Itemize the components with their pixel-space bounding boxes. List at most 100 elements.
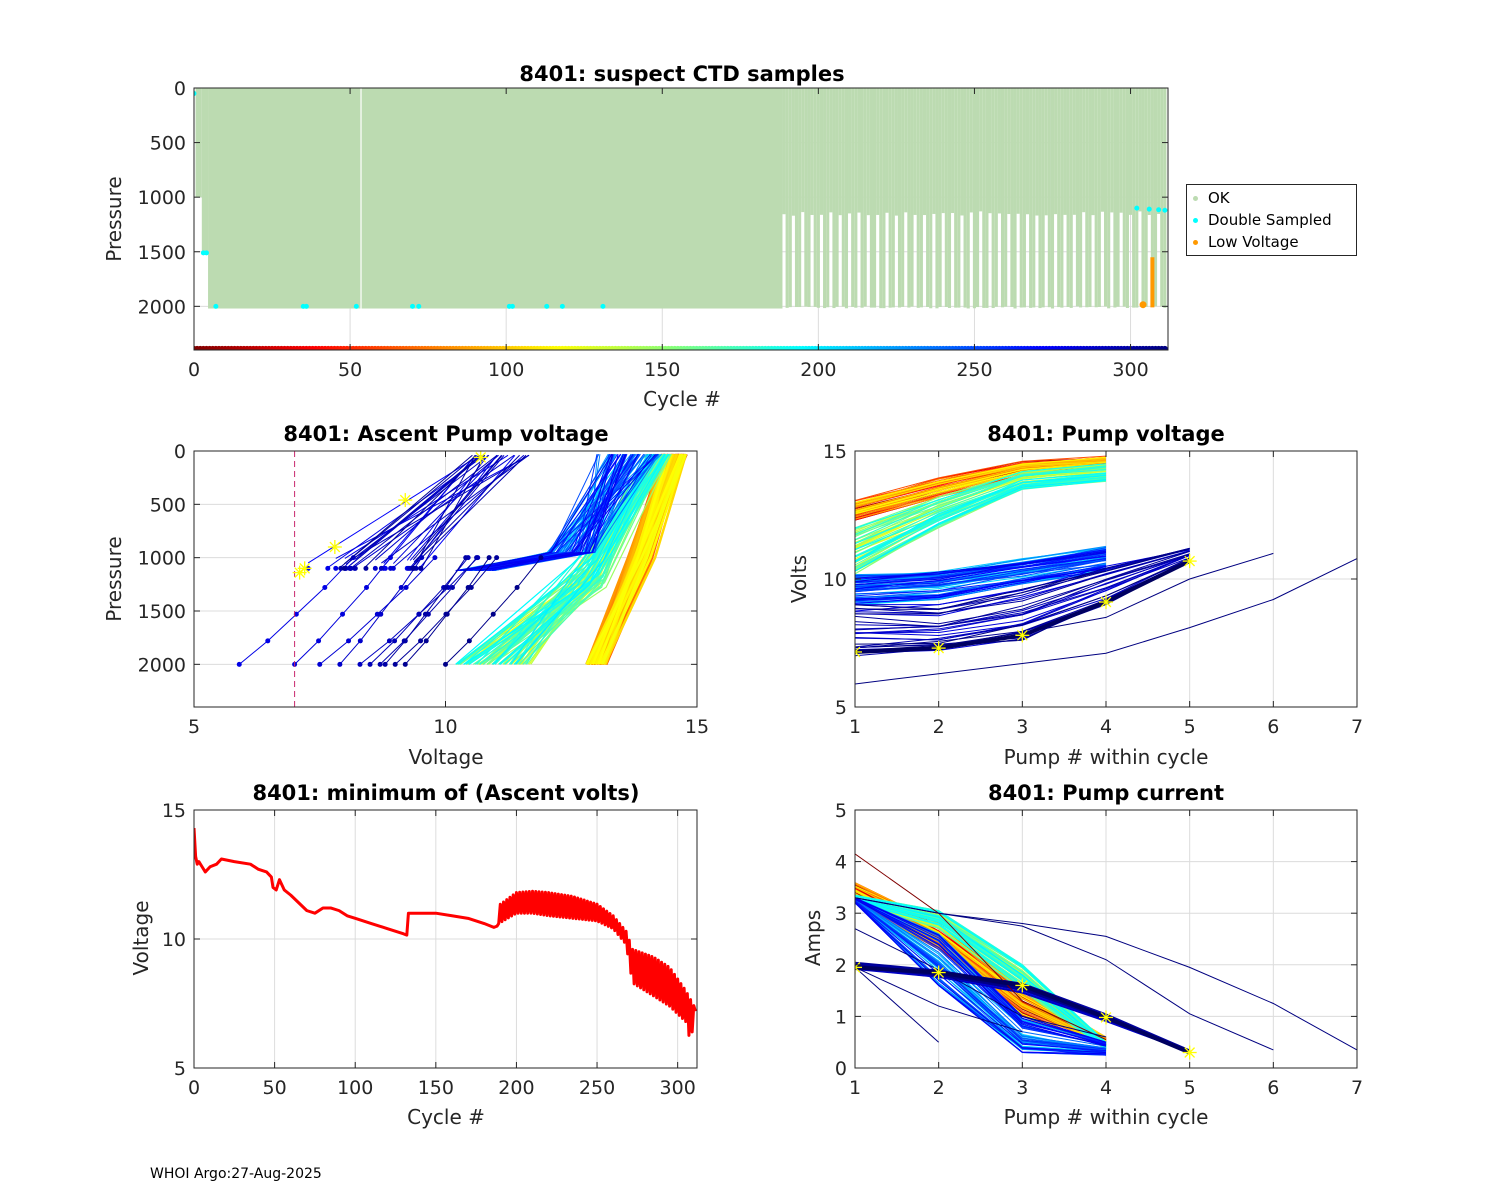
pump-lines: [855, 455, 1357, 685]
ok-profile: [888, 88, 892, 308]
axes-frame: 5 10 15 0 500 1000 1500 2000: [138, 441, 709, 738]
ok-profile: [816, 88, 820, 308]
ok-profile: [841, 88, 845, 307]
pump-voltage-profiles: [236, 453, 688, 667]
sample-point: [337, 661, 343, 667]
ok-profile: [1122, 88, 1126, 307]
y-tick-label: 5: [174, 1058, 186, 1080]
pump-cycle-line: [855, 928, 1107, 1038]
y-tick-label: 15: [823, 441, 847, 463]
ok-profile: [997, 88, 1001, 214]
y-tick-label: 15: [162, 800, 186, 822]
ok-profile: [988, 88, 992, 214]
x-tick-label: 300: [1112, 359, 1148, 381]
legend-label: Low Voltage: [1208, 233, 1299, 251]
ok-profile: [851, 88, 855, 307]
last-cycle-marker: [1015, 978, 1030, 993]
y-tick-label: 5: [835, 697, 847, 719]
y-tick-label: 0: [174, 441, 186, 463]
ok-profile: [782, 88, 786, 215]
y-axis-label: Volts: [787, 555, 811, 603]
y-tick-label: 0: [835, 1058, 847, 1080]
x-tick-label: 0: [188, 1077, 200, 1099]
sample-point: [466, 638, 472, 644]
profile-line: [350, 454, 498, 569]
ok-profile: [863, 88, 867, 307]
ok-profile: [1144, 88, 1148, 307]
double-sampled-point: [559, 303, 565, 309]
pump-cycle-line: [855, 567, 1107, 600]
ok-profile: [829, 88, 833, 213]
y-tick-label: 2: [835, 955, 847, 977]
ok-profile: [941, 88, 945, 214]
x-tick-label: 4: [1100, 716, 1112, 738]
marker-stroke: [1016, 629, 1028, 641]
ok-profile: [872, 88, 877, 308]
profile-line: [344, 454, 473, 565]
plot-content: [855, 455, 1357, 685]
axes-frame: 0 50 100 150 200 250 300 0 500 1000 1500 2000: [138, 78, 1169, 381]
ok-profile: [1029, 88, 1033, 308]
double-sampled-marker-icon: [1193, 218, 1198, 223]
pump-cycle-line: [855, 564, 1107, 597]
pump-cycle-line: [855, 898, 1107, 1047]
y-tick-label: 1500: [138, 601, 186, 623]
pump-cycle-line: [855, 967, 940, 1043]
ok-profile: [848, 88, 852, 214]
last-cycle-marker: [398, 493, 413, 508]
min-voltage-line: [194, 827, 697, 1037]
ok-profile: [819, 88, 824, 215]
ok-profile: [788, 88, 792, 308]
ok-profile: [1116, 88, 1120, 307]
x-axis-label: Pump # within cycle: [1004, 745, 1209, 769]
sample-point: [386, 638, 392, 644]
y-axis-label: Pressure: [102, 536, 126, 621]
ok-profile: [801, 88, 805, 213]
pump-cycle-line: [855, 570, 1107, 601]
ok-profile: [1135, 88, 1139, 308]
x-tick-label: 150: [418, 1077, 454, 1099]
ok-profile: [1100, 88, 1105, 212]
sample-point: [317, 661, 323, 667]
ok-profile: [985, 88, 989, 308]
sample-point: [449, 585, 455, 591]
pump-cycle-line: [855, 548, 1190, 615]
sample-point: [378, 611, 384, 617]
ok-profile: [1019, 88, 1023, 308]
sample-point: [392, 638, 398, 644]
x-tick-label: 6: [1267, 1077, 1279, 1099]
sample-point: [423, 638, 429, 644]
ok-profile: [882, 88, 886, 309]
ok-profile: [979, 88, 983, 212]
ok-profile: [1060, 88, 1064, 308]
ok-profile: [1072, 88, 1076, 215]
x-tick-label: 200: [800, 359, 836, 381]
ok-profile: [857, 88, 861, 213]
sample-point: [418, 638, 424, 644]
pump-cycle-line: [855, 461, 1107, 507]
ok-profile: [876, 88, 880, 215]
sample-point: [378, 565, 384, 571]
ok-profile: [1104, 88, 1108, 307]
ascent-pump-voltage-axes: 5 10 15 0 500 1000 1500 2000: [138, 441, 709, 738]
ok-profile: [1041, 88, 1045, 308]
ok-profile: [885, 88, 889, 213]
pump-cycle-line: [855, 853, 1107, 1041]
ok-profile: [1082, 88, 1086, 213]
y-tick-label: 500: [150, 494, 186, 516]
ok-profile: [994, 88, 998, 307]
ok-profile: [1157, 88, 1161, 214]
pump-cycle-line: [855, 456, 1107, 503]
double-sampled-point: [1134, 205, 1140, 211]
ok-profile: [838, 88, 842, 216]
legend-item-double-sampled: Double Sampled: [1193, 210, 1332, 230]
sample-point: [374, 611, 380, 617]
ok-profile: [1088, 88, 1092, 308]
ok-profile: [826, 88, 830, 308]
footer-credit: WHOI Argo:27-Aug-2025: [150, 1166, 322, 1182]
marker-stroke: [1100, 1012, 1112, 1023]
axes-frame: 1 2 3 4 5 6 7 5 10 15: [823, 441, 1363, 738]
pump-cycle-line: [855, 902, 1107, 1054]
ok-profile: [823, 88, 827, 309]
profile-line: [459, 453, 613, 571]
